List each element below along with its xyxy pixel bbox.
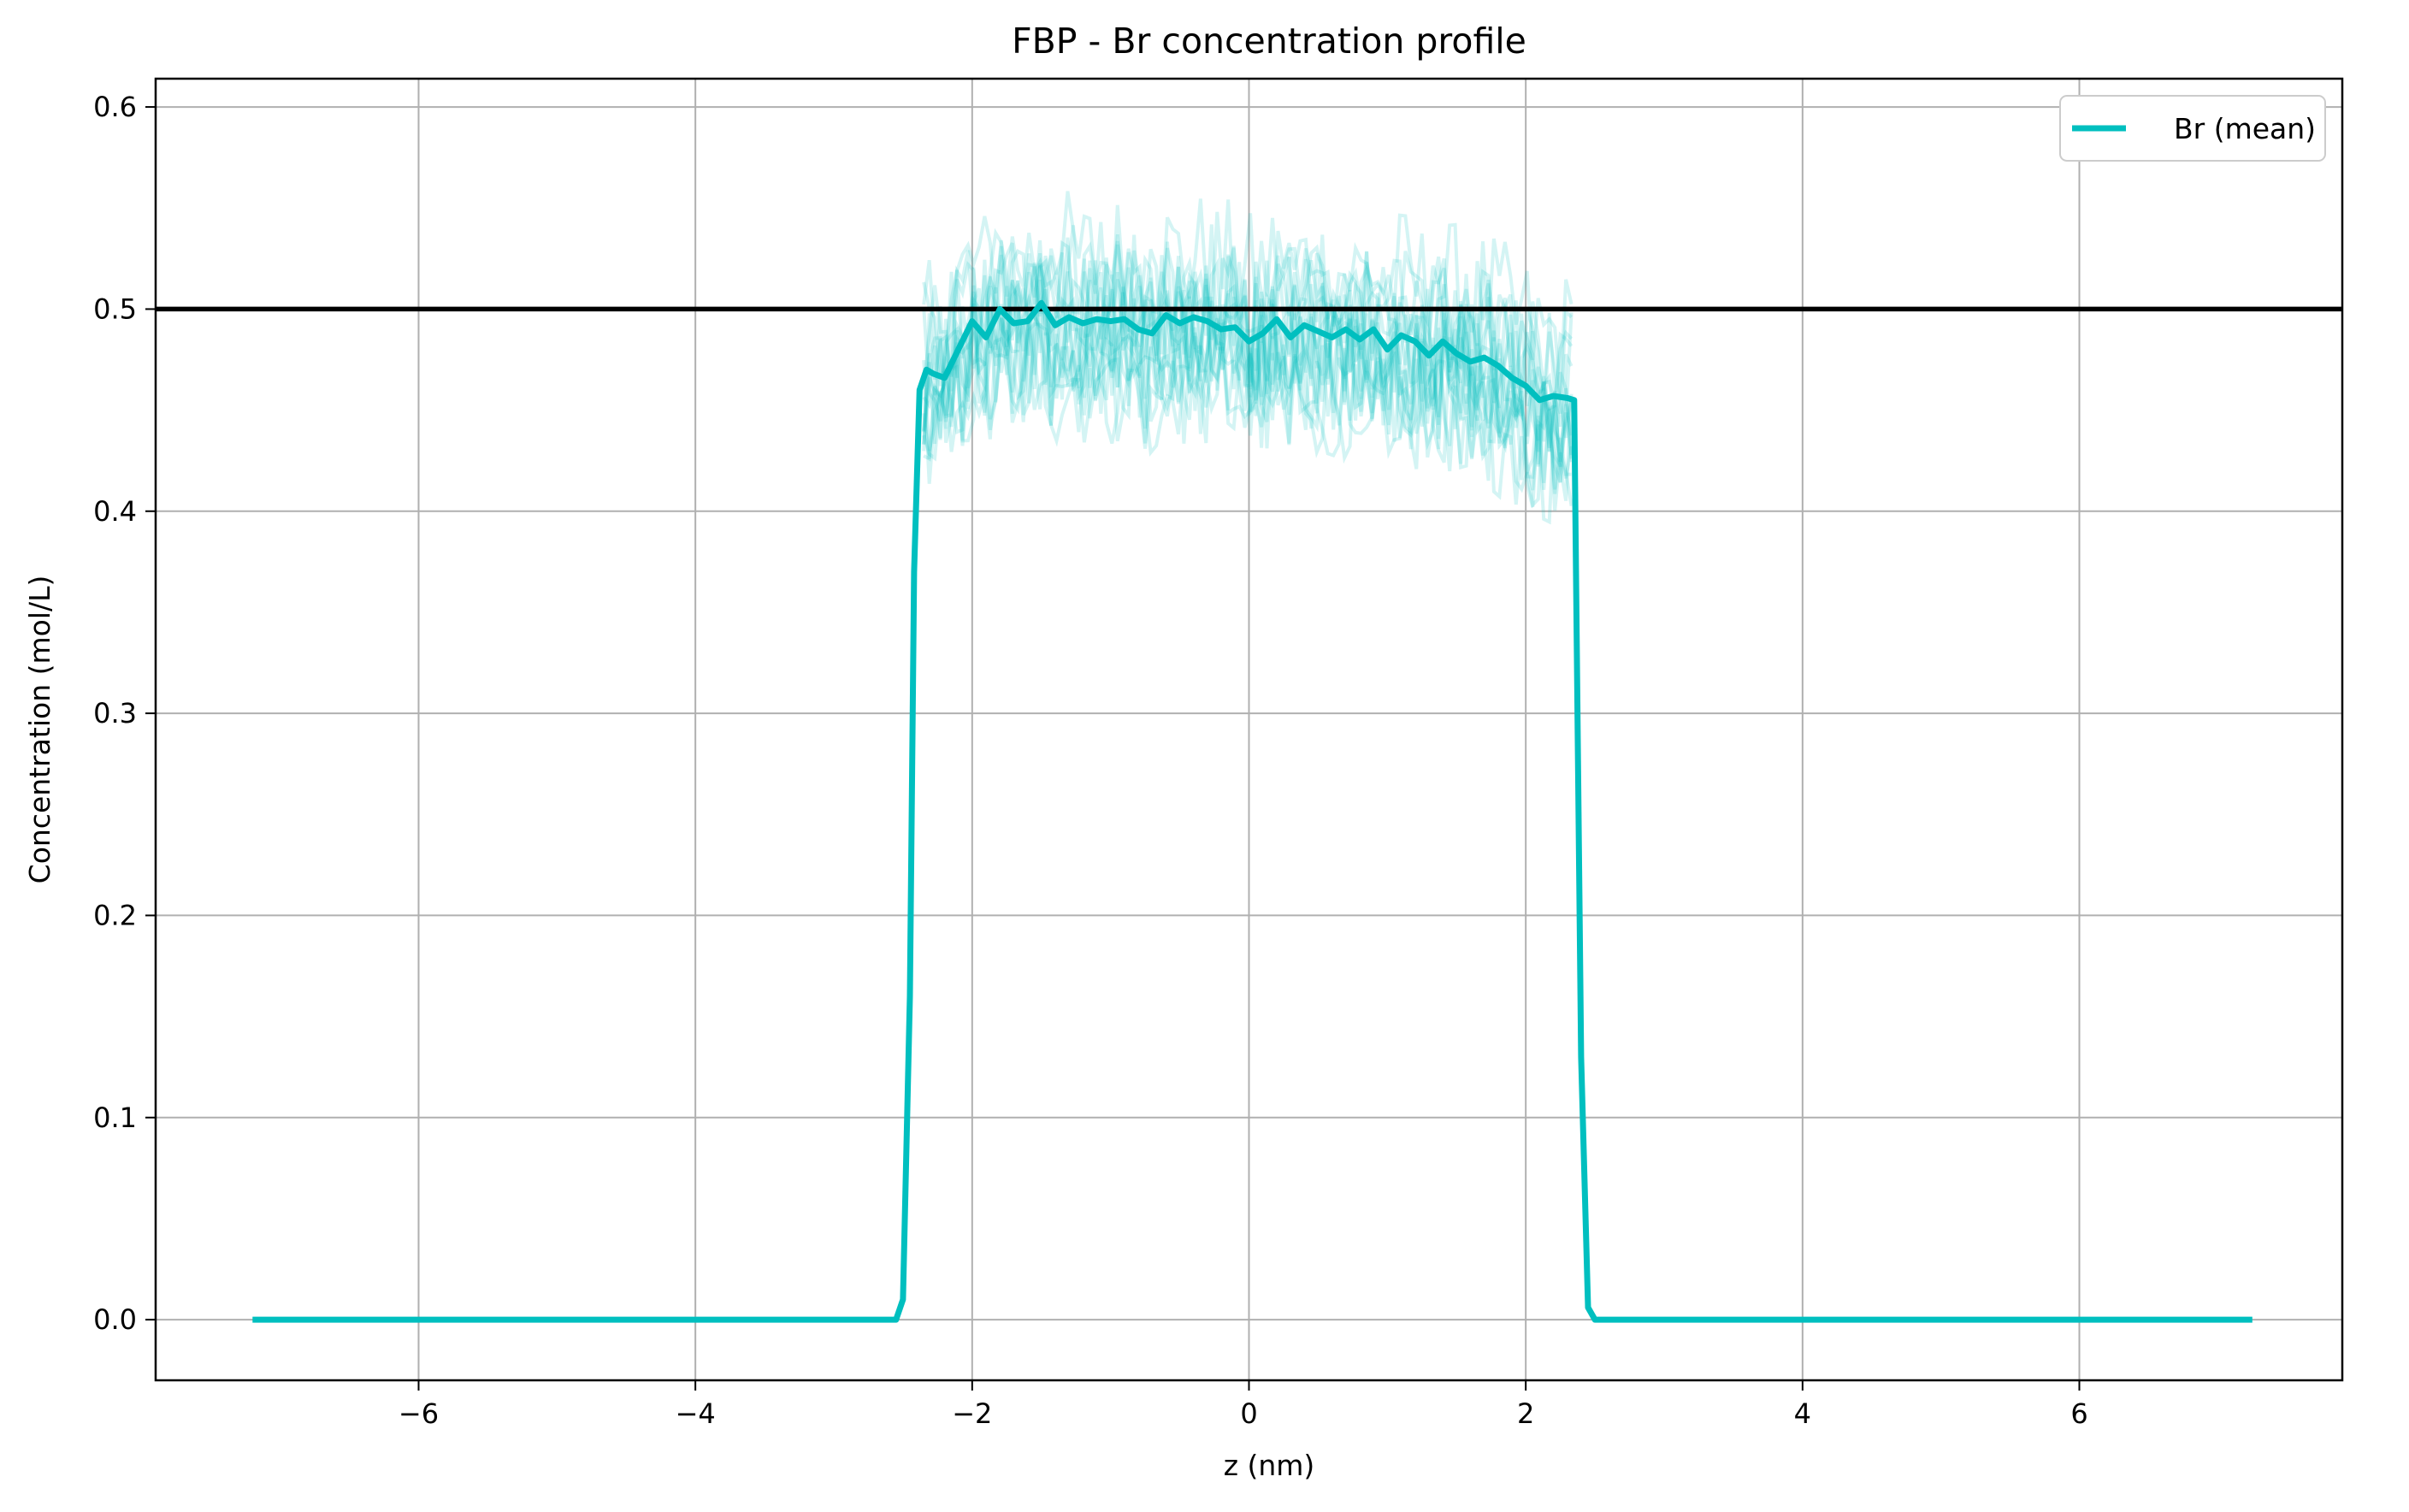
x-tick-label: −4 (676, 1397, 716, 1430)
replica-line (922, 239, 1574, 465)
replica-line (922, 191, 1574, 396)
x-tick-label: 0 (1240, 1397, 1257, 1430)
replica-line (922, 221, 1574, 439)
legend: Br (mean) (2059, 95, 2326, 162)
x-tick-label: 2 (1517, 1397, 1534, 1430)
legend-box (2059, 95, 2326, 162)
x-tick-label: 4 (1794, 1397, 1811, 1430)
y-axis-ticks: 0.0 0.1 0.2 0.3 0.4 0.5 0.6 (93, 91, 156, 1336)
replica-line (922, 257, 1574, 483)
y-tick-label: 0.6 (93, 91, 137, 123)
replica-line (922, 234, 1574, 448)
x-tick-label: −2 (952, 1397, 992, 1430)
replica-line (922, 290, 1572, 494)
chart-title: FBP - Br concentration profile (1012, 21, 1526, 62)
replica-lines (922, 191, 1574, 525)
y-tick-label: 0.3 (93, 697, 137, 729)
x-tick-label: 6 (2070, 1397, 2087, 1430)
replica-line (922, 311, 1574, 525)
series-line-br-mean (252, 299, 2253, 1323)
replica-line (922, 277, 1574, 483)
replica-line (922, 241, 1573, 442)
x-tick-label: −6 (399, 1397, 439, 1430)
replica-line (923, 281, 1574, 483)
legend-label: Br (mean) (2174, 112, 2316, 145)
x-axis-ticks: −6 −4 −2 0 2 4 6 (399, 1380, 2088, 1430)
replica-line (922, 286, 1574, 490)
y-tick-label: 0.2 (93, 899, 137, 931)
y-tick-label: 0.4 (93, 495, 137, 528)
y-axis-label: Concentration (mol/L) (23, 576, 56, 884)
y-tick-label: 0.0 (93, 1303, 137, 1336)
y-tick-label: 0.5 (93, 292, 137, 325)
replica-line (922, 262, 1574, 456)
y-tick-label: 0.1 (93, 1102, 137, 1134)
grid (156, 79, 2342, 1380)
x-axis-label: z (nm) (1224, 1449, 1315, 1482)
replica-line (922, 260, 1574, 452)
